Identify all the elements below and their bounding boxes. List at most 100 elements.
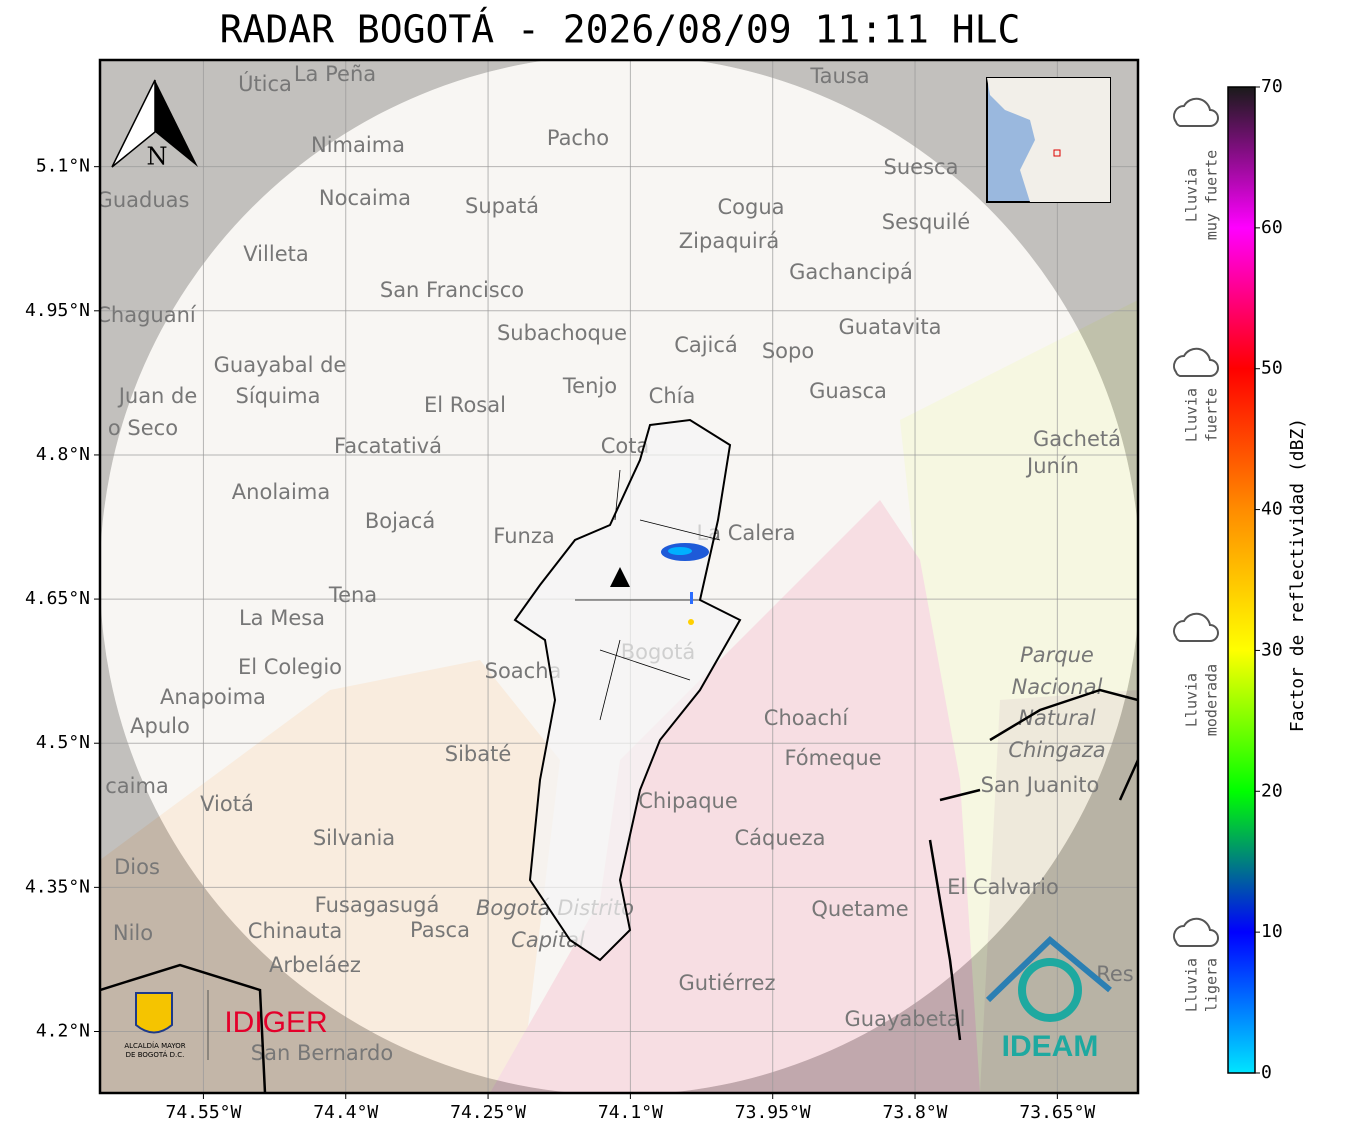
place-label: Fómeque xyxy=(784,746,881,770)
place-label: Útica xyxy=(238,71,292,96)
place-label: Facatativá xyxy=(334,434,442,458)
category-label: ligera xyxy=(1203,958,1221,1012)
place-label: Cogua xyxy=(717,195,784,219)
place-label: Zipaquirá xyxy=(679,229,779,253)
x-tick-label: 74.25°W xyxy=(450,1102,526,1123)
place-label: Bojacá xyxy=(365,509,435,533)
place-label: Sesquilé xyxy=(882,210,970,234)
colorbar: 0 10 20 30 40 50 60 70 Factor de reflectividad (… xyxy=(1173,76,1308,1083)
colorbar-tick-label: 50 xyxy=(1261,358,1283,379)
place-label: Viotá xyxy=(200,792,254,816)
y-tick-label: 4.5°N xyxy=(36,732,90,753)
y-tick-label: 4.65°N xyxy=(25,588,90,609)
x-tick-label: 73.8°W xyxy=(883,1102,948,1123)
department-border xyxy=(928,688,1138,1041)
category-label: moderada xyxy=(1203,664,1221,736)
title: RADAR BOGOTÁ - 2026/08/09 11:11 HLC xyxy=(220,8,1021,52)
y-tick-label: 4.2°N xyxy=(36,1021,90,1042)
place-label: San Bernardo xyxy=(251,1041,393,1065)
place-label: Apulo xyxy=(130,714,190,738)
y-tick-label: 4.35°N xyxy=(25,876,90,897)
north-arrow: N xyxy=(111,79,198,171)
place-label: Gachancipá xyxy=(789,260,913,284)
place-label: Funza xyxy=(493,524,554,548)
place-label: Gachetá xyxy=(1033,427,1121,451)
place-label: Chaguaní xyxy=(96,303,197,327)
place-label: Nilo xyxy=(113,921,153,945)
radar-echo xyxy=(690,592,693,604)
y-tick-label: 5.1°N xyxy=(36,156,90,177)
x-tick-label: 73.65°W xyxy=(1019,1102,1095,1123)
category-label: muy fuerte xyxy=(1203,150,1221,240)
colorbar-tick-label: 70 xyxy=(1261,76,1283,97)
place-label: Supatá xyxy=(465,194,539,218)
logo-text: ALCALDÍA MAYOR xyxy=(124,1041,185,1050)
inset-map xyxy=(986,77,1111,203)
place-label: Cáqueza xyxy=(735,826,826,850)
category-label: Lluvia xyxy=(1183,168,1201,222)
category-label: fuerte xyxy=(1203,388,1221,442)
localities xyxy=(575,469,721,721)
place-label: San Francisco xyxy=(380,278,524,302)
place-label: Chingaza xyxy=(1008,738,1105,762)
weather-icon xyxy=(1173,612,1219,642)
place-label: Chinauta xyxy=(248,919,342,943)
place-label: Dios xyxy=(114,855,160,879)
intensity-category: Lluvia fuerte xyxy=(1173,347,1221,442)
place-label: Gutiérrez xyxy=(679,971,776,995)
category-label: Lluvia xyxy=(1183,673,1201,727)
radar-site xyxy=(610,567,630,587)
north-label: N xyxy=(147,143,168,171)
intensity-category: Lluvia moderada xyxy=(1173,612,1221,736)
colorbar-tick-label: 10 xyxy=(1261,921,1283,942)
place-label: Tausa xyxy=(809,64,869,88)
place-label: Silvania xyxy=(313,826,395,850)
place-label: Anolaima xyxy=(232,480,330,504)
place-label: San Juanito xyxy=(981,773,1100,797)
place-label: Chía xyxy=(649,384,696,408)
map-frame xyxy=(98,58,1140,1095)
y-tick-label: 4.8°N xyxy=(36,444,90,465)
category-label: Lluvia xyxy=(1183,958,1201,1012)
place-label: Quetame xyxy=(811,897,908,921)
place-labels: Útica La Peña Tausa Pacho Nimaima Guaduas Noca… xyxy=(96,62,1134,1065)
logo-text: DE BOGOTÁ D.C. xyxy=(126,1050,185,1059)
place-label: Pacho xyxy=(547,126,609,150)
place-label: Suesca xyxy=(884,155,959,179)
place-label: caima xyxy=(105,774,169,798)
colorbar-tick-label: 20 xyxy=(1261,780,1283,801)
place-label: Juan de xyxy=(117,384,198,408)
colorbar-tick-label: 40 xyxy=(1261,499,1283,520)
place-label: Sopo xyxy=(762,339,814,363)
grid xyxy=(100,60,1138,1093)
place-label: Parque xyxy=(1020,643,1094,667)
place-label: La Mesa xyxy=(239,606,325,630)
alcaldia-logo: ALCALDÍA MAYOR DE BOGOTÁ D.C. IDIGER xyxy=(124,990,328,1060)
terrain xyxy=(100,660,560,1093)
place-label: Cajicá xyxy=(674,333,738,357)
place-label: Villeta xyxy=(243,242,308,266)
place-label: Chipaque xyxy=(638,789,738,813)
place-label: Junín xyxy=(1025,454,1079,478)
colorbar-tick-label: 60 xyxy=(1261,217,1283,238)
place-label: Anapoima xyxy=(160,685,266,709)
place-label: Sibaté xyxy=(445,742,512,766)
place-label: Natural xyxy=(1018,706,1096,730)
place-label: Guatavita xyxy=(839,315,942,339)
weather-icon xyxy=(1173,97,1219,127)
logo-text: IDEAM xyxy=(1002,1030,1099,1063)
place-label: Guaduas xyxy=(97,188,190,212)
department-border xyxy=(100,963,267,1093)
place-label: Nacional xyxy=(1012,675,1103,699)
place-label: Nimaima xyxy=(311,133,405,157)
place-label: Choachí xyxy=(764,706,850,730)
y-tick-label: 4.95°N xyxy=(25,300,90,321)
intensity-category: Lluvia muy fuerte xyxy=(1173,97,1221,240)
colorbar-scale xyxy=(1227,86,1256,1074)
x-tick-label: 74.1°W xyxy=(598,1102,663,1123)
place-label: El Colegio xyxy=(238,655,342,679)
place-label: Guasca xyxy=(809,379,887,403)
place-label: La Peña xyxy=(294,62,376,86)
place-label: Subachoque xyxy=(497,321,627,345)
